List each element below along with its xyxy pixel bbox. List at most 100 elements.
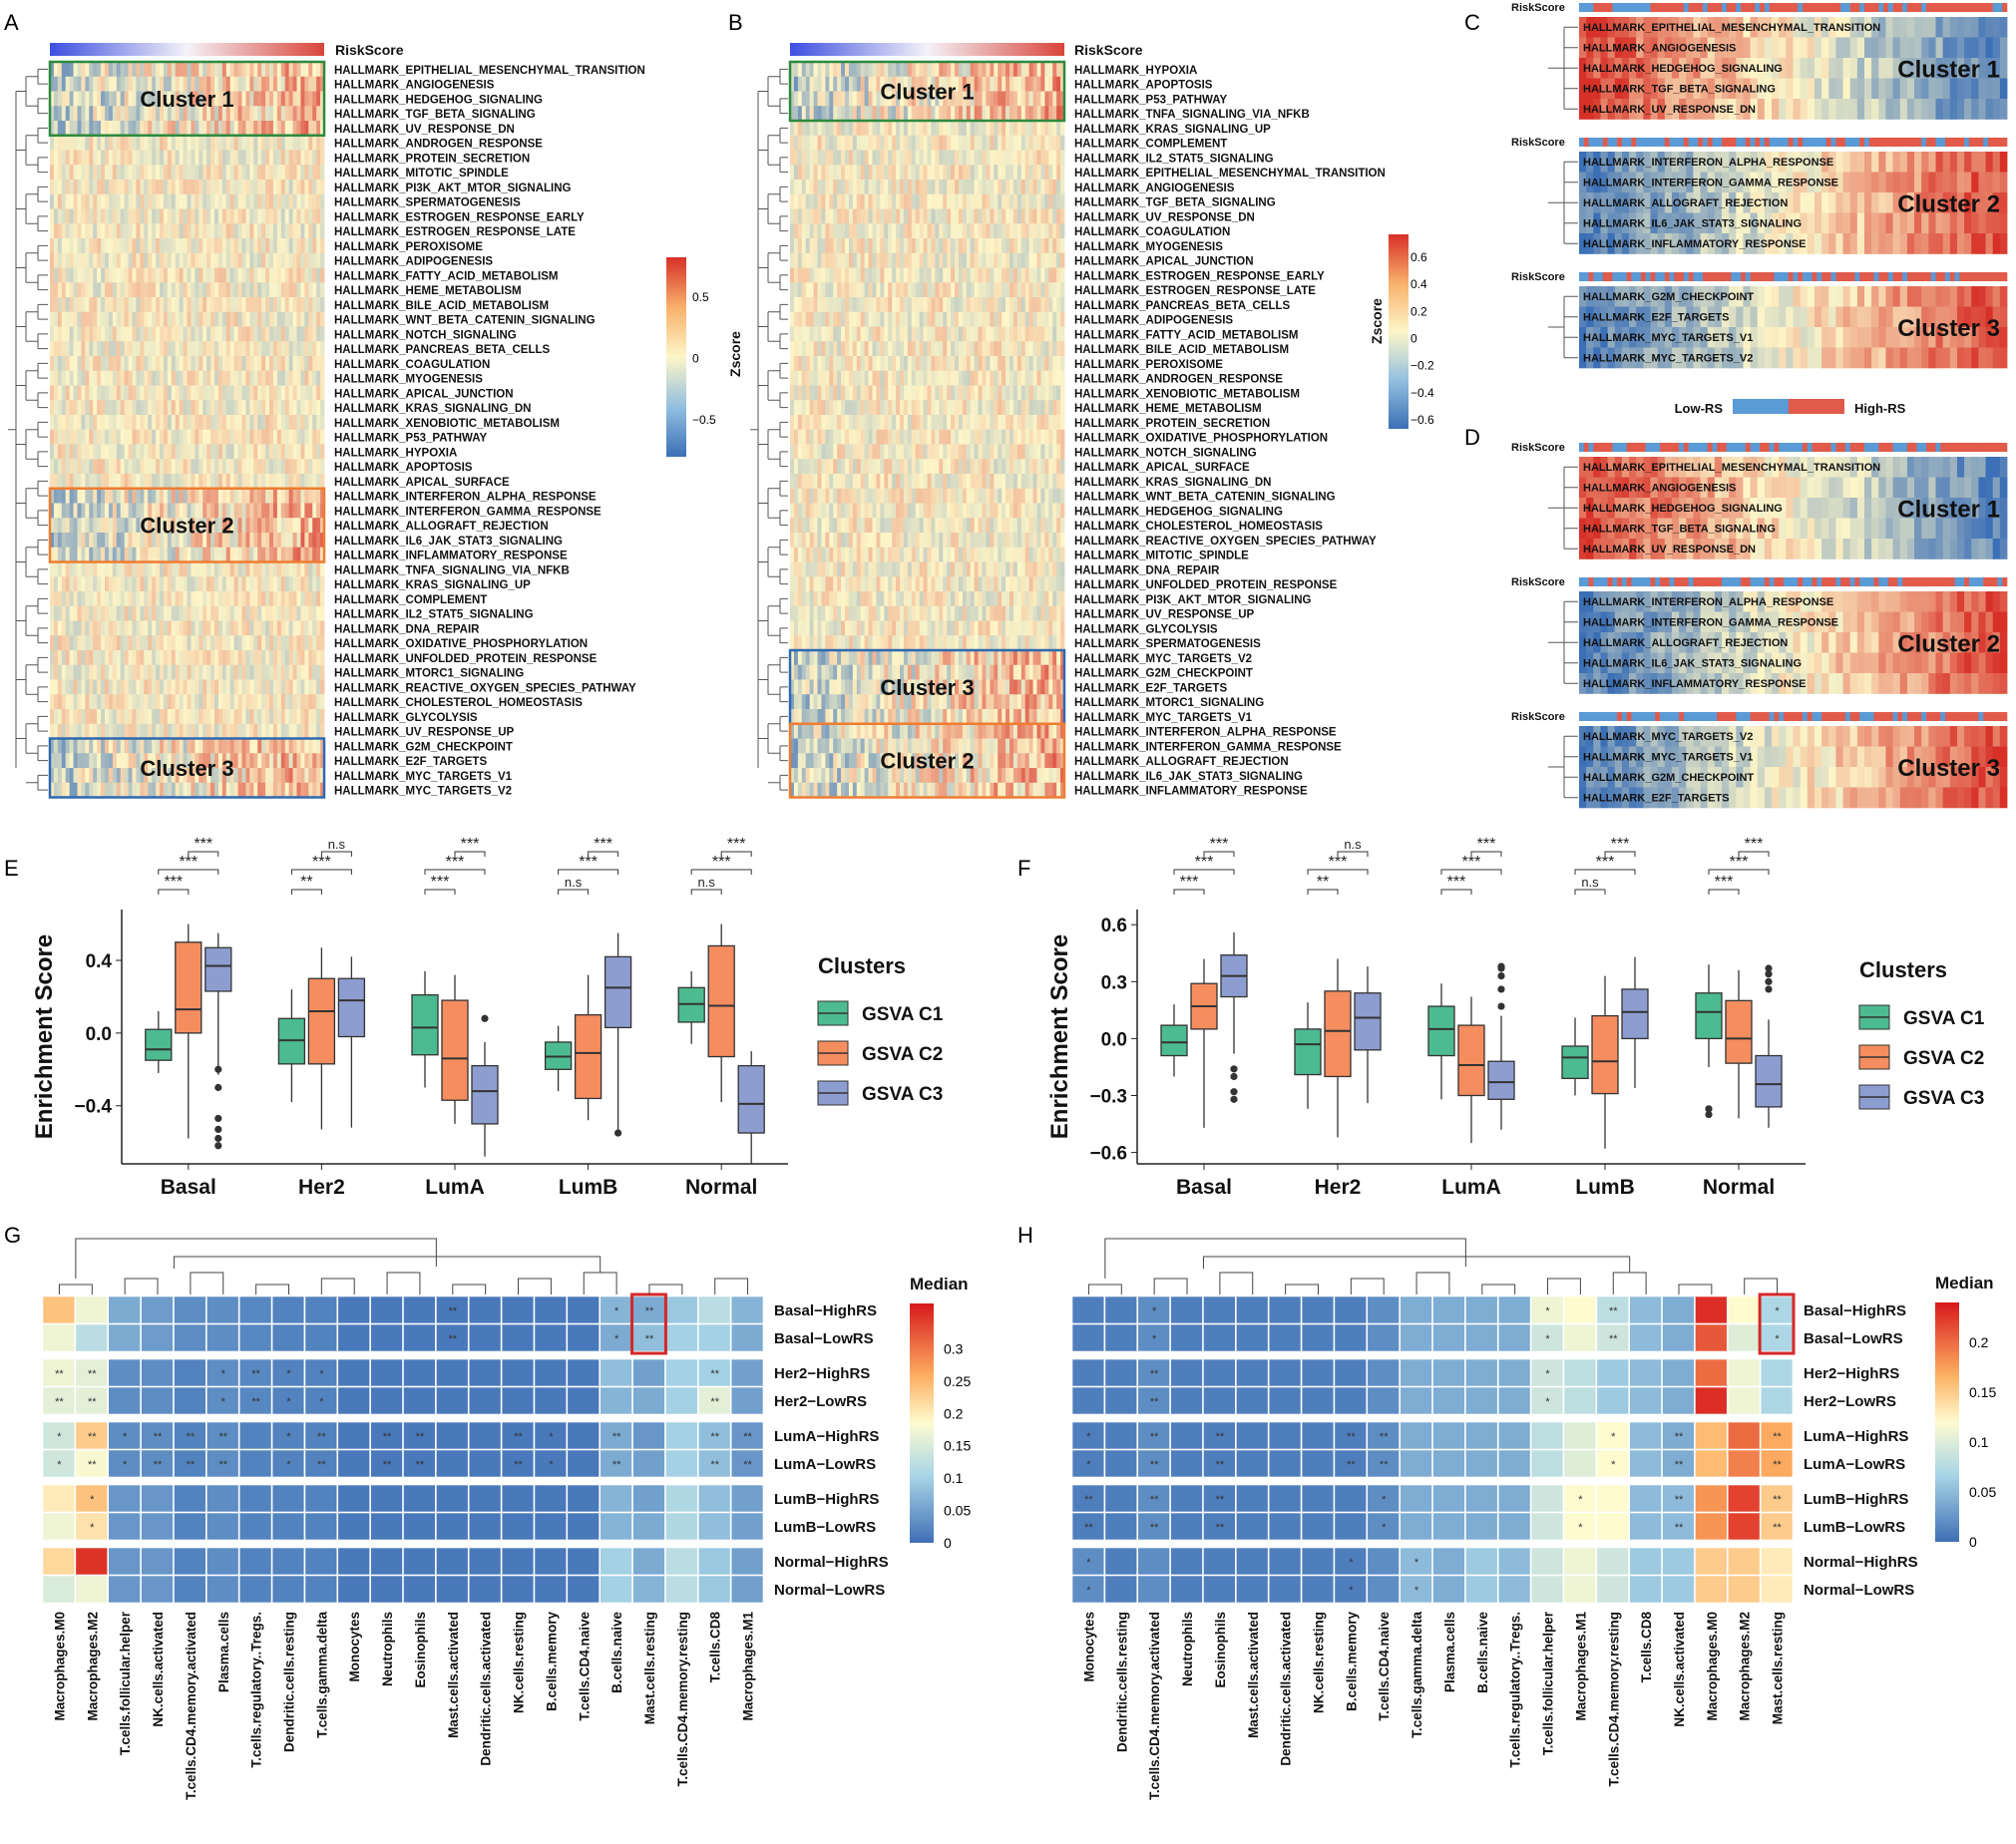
heat-cell — [144, 561, 149, 577]
heat-cell — [187, 252, 192, 268]
heat-cell — [241, 193, 246, 209]
heat-cell — [817, 252, 822, 268]
heat-cell — [1016, 267, 1022, 283]
heat-cell — [1028, 62, 1033, 78]
heat-cell — [50, 76, 55, 92]
heat-cell — [105, 193, 110, 209]
heat-cell — [202, 768, 207, 784]
heat-cell — [85, 635, 90, 651]
heat-cell — [269, 297, 274, 313]
heat-cell — [225, 165, 231, 181]
heat-cell — [241, 267, 246, 283]
heat-cell — [214, 782, 219, 798]
heat-cell — [860, 135, 866, 151]
heat-cell — [312, 709, 317, 725]
heat-cell — [156, 150, 161, 166]
heat-cell — [272, 547, 278, 562]
heat-cell — [148, 782, 153, 798]
heat-cell — [821, 180, 826, 195]
heat-cell — [73, 679, 78, 695]
heat-cell — [124, 238, 129, 254]
heat-cell — [1020, 193, 1026, 209]
heat-cell — [241, 738, 246, 754]
heat-cell — [128, 738, 133, 754]
heat-cell — [57, 400, 63, 416]
heat-cell — [167, 518, 173, 534]
heat-cell — [821, 150, 826, 166]
heat-cell — [272, 444, 278, 460]
heat-cell — [845, 135, 850, 151]
heat-cell — [77, 385, 82, 401]
heat-cell — [253, 650, 258, 666]
heat-cell — [225, 620, 231, 636]
heat-cell — [821, 91, 826, 107]
heat-cell — [257, 561, 262, 577]
heat-cell — [120, 91, 126, 107]
heat-cell — [93, 76, 98, 92]
heat-cell — [97, 429, 102, 445]
heat-cell — [144, 518, 149, 534]
heat-cell — [65, 238, 71, 254]
heat-cell — [900, 135, 905, 151]
heat-cell — [167, 91, 173, 107]
heat-cell — [221, 709, 227, 725]
heat-cell — [296, 267, 301, 283]
heat-cell — [85, 311, 90, 327]
heat-cell — [105, 518, 110, 534]
heat-cell — [120, 121, 126, 137]
heat-cell — [233, 238, 238, 254]
heat-cell — [261, 518, 266, 534]
heat-cell — [809, 282, 814, 298]
heat-cell — [316, 223, 321, 239]
heat-cell — [257, 356, 262, 372]
heat-cell — [308, 753, 313, 769]
heat-cell — [57, 576, 63, 592]
heat-cell — [241, 238, 246, 254]
heat-cell — [276, 62, 282, 78]
heat-cell — [191, 738, 196, 754]
heat-cell — [257, 193, 262, 209]
heat-cell — [199, 223, 203, 239]
heat-cell — [907, 208, 913, 224]
heat-cell — [128, 267, 133, 283]
heat-cell — [195, 400, 200, 416]
heat-cell — [245, 723, 250, 739]
heat-cell — [860, 282, 866, 298]
heat-cell — [253, 252, 258, 268]
heat-cell — [179, 738, 184, 754]
heat-cell — [915, 238, 921, 254]
heat-cell — [974, 208, 979, 224]
heat-cell — [57, 694, 63, 710]
heat-cell — [112, 444, 118, 460]
heat-cell — [280, 356, 286, 372]
heat-cell — [179, 753, 184, 769]
heat-cell — [81, 650, 86, 666]
heat-cell — [249, 605, 254, 621]
heat-cell — [73, 650, 78, 666]
heat-cell — [57, 370, 63, 386]
heat-cell — [179, 488, 184, 504]
heat-cell — [217, 193, 223, 209]
heat-cell — [308, 370, 313, 386]
heat-cell — [217, 459, 223, 475]
heat-cell — [57, 518, 63, 534]
heat-cell — [214, 282, 219, 298]
heat-cell — [65, 723, 71, 739]
heat-cell — [245, 356, 250, 372]
heat-cell — [962, 297, 968, 313]
heat-cell — [284, 547, 290, 562]
heat-cell — [245, 267, 250, 283]
heat-cell — [61, 370, 67, 386]
heat-cell — [163, 208, 169, 224]
heat-cell — [89, 620, 94, 636]
heat-cell — [73, 193, 78, 209]
heat-cell — [272, 267, 278, 283]
heat-cell — [105, 415, 110, 431]
heat-cell — [296, 91, 301, 107]
heat-cell — [217, 738, 223, 754]
heat-cell — [1002, 252, 1007, 268]
heat-cell — [214, 150, 219, 166]
heat-cell — [253, 474, 258, 490]
heat-cell — [312, 370, 317, 386]
heat-cell — [160, 121, 165, 137]
